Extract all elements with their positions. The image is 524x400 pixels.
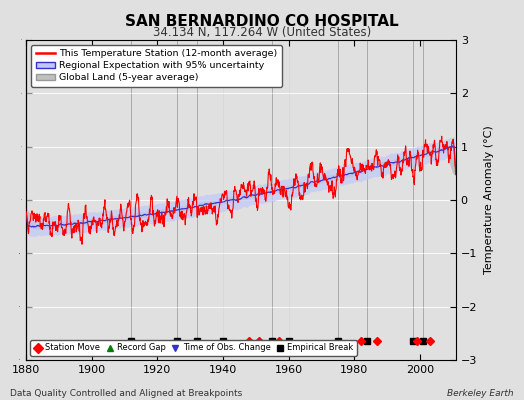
Text: Data Quality Controlled and Aligned at Breakpoints: Data Quality Controlled and Aligned at B… [10, 389, 243, 398]
Text: Berkeley Earth: Berkeley Earth [447, 389, 514, 398]
Legend: Station Move, Record Gap, Time of Obs. Change, Empirical Break: Station Move, Record Gap, Time of Obs. C… [30, 340, 357, 356]
Text: SAN BERNARDINO CO HOSPITAL: SAN BERNARDINO CO HOSPITAL [125, 14, 399, 29]
Y-axis label: Temperature Anomaly (°C): Temperature Anomaly (°C) [484, 126, 494, 274]
Text: 34.134 N, 117.264 W (United States): 34.134 N, 117.264 W (United States) [153, 26, 371, 39]
